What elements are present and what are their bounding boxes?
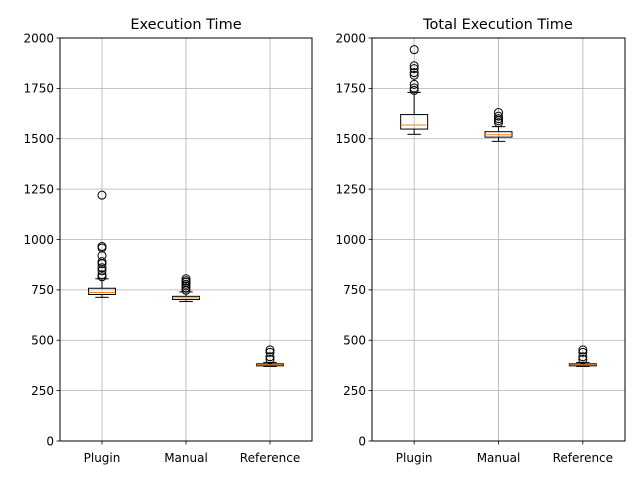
y-tick-label: 1500 [23, 132, 54, 146]
outlier-point [578, 354, 588, 364]
y-tick-label: 1000 [23, 233, 54, 247]
outlier-point [265, 352, 275, 362]
outlier-point [494, 114, 503, 124]
outlier-point [409, 70, 419, 80]
outlier-point [97, 270, 107, 280]
outlier-point [97, 242, 107, 252]
y-tick-label: 1750 [335, 82, 366, 96]
outlier-point [97, 257, 107, 267]
outlier-point [409, 68, 419, 78]
total-execution-time-panel: Total Execution Time 0 250 500 750 1000 1250 1… [335, 17, 626, 465]
outlier-point [97, 266, 107, 276]
y-tick-label: 0 [358, 434, 366, 448]
y-tick-label: 250 [343, 384, 366, 398]
x-tick-label: Plugin [84, 451, 121, 465]
x-tick-label: Manual [477, 451, 521, 465]
y-tick-label: 500 [343, 334, 366, 348]
plot-frame [371, 37, 626, 442]
y-tick-label: 2000 [335, 31, 366, 45]
execution-time-panel: Execution Time 0 250 500 750 1000 1250 1500 175… [23, 17, 313, 465]
outlier-point [409, 61, 419, 71]
x-tick-label: Plugin [396, 451, 433, 465]
x-tick-label: Manual [164, 451, 208, 465]
chart-title: Total Execution Time [422, 17, 573, 33]
chart-title: Execution Time [130, 17, 241, 33]
outlier-point [409, 83, 419, 93]
outlier-point [265, 347, 275, 357]
y-tick-label: 1500 [335, 132, 366, 146]
y-tick-label: 250 [31, 384, 54, 398]
y-tick-label: 1000 [335, 233, 366, 247]
outlier-point [578, 345, 588, 355]
outlier-point [181, 274, 191, 284]
outlier-point [409, 45, 419, 55]
y-tick-label: 750 [343, 283, 366, 297]
box [400, 114, 429, 130]
y-tick-label: 500 [31, 334, 54, 348]
x-tick-label: Reference [553, 451, 613, 465]
outlier-point [578, 347, 588, 357]
outlier-point [409, 79, 419, 89]
outlier-point [265, 354, 275, 364]
outlier-point [409, 64, 419, 74]
box [88, 287, 116, 296]
outlier-point [578, 352, 588, 362]
outlier-point [494, 111, 503, 121]
y-tick-label: 0 [46, 434, 54, 448]
y-tick-label: 1250 [23, 182, 54, 196]
y-tick-label: 2000 [23, 31, 54, 45]
outlier-point [494, 108, 503, 118]
outlier-point [97, 263, 107, 273]
y-tick-label: 1750 [23, 82, 54, 96]
plot-frame [59, 37, 313, 442]
outlier-point [265, 345, 275, 355]
y-tick-label: 1250 [335, 182, 366, 196]
x-tick-label: Reference [240, 451, 300, 465]
y-tick-label: 750 [31, 283, 54, 297]
outlier-point [97, 190, 107, 200]
outlier-point [409, 85, 419, 95]
